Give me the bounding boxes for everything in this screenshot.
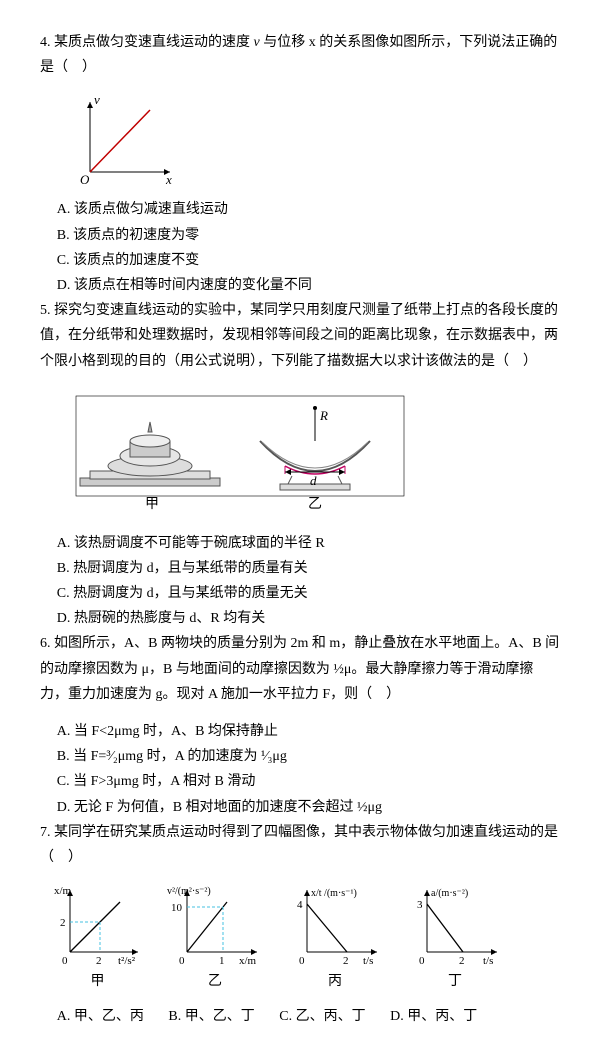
q7-label-3: 丁 [405, 969, 505, 994]
q7-y2: x/t /(m·s⁻¹) [311, 888, 357, 899]
q7-o0: 0 [62, 955, 68, 967]
question-7: 7. 某同学在研究某质点运动时得到了四幅图像，其中表示物体做匀加速直线运动的是（… [40, 820, 560, 870]
question-5: 5. 探究匀变速直线运动的实验中，某同学只用刻度尺测量了纸带上打点的各段长度的值… [40, 298, 560, 374]
q7-y0: x/m [54, 885, 72, 897]
q7-x2: t/s [363, 955, 373, 967]
q5-chart: 甲 d R 乙 [70, 386, 410, 521]
q5-figure: 甲 d R 乙 [70, 386, 560, 521]
q4-opt-b: B. 该质点的初速度为零 [57, 223, 560, 248]
q4-chart: v x O [70, 92, 180, 187]
q7-label-1: 乙 [165, 969, 265, 994]
q7-opt-a: A. 甲、乙、丙 [57, 1004, 144, 1029]
q6-opt-c: C. 当 F>3μmg 时，A 相对 B 滑动 [57, 769, 560, 794]
q5-options: A. 该热厨调度不可能等于碗底球面的半径 R B. 热厨调度为 d，且与某纸带的… [57, 531, 560, 632]
q7-figures: x/m 2 2 t²/s² 0 甲 v²/(m²·s⁻²) 10 1 x/m 0… [50, 882, 560, 994]
q4-figure: v x O [70, 92, 560, 187]
q4-xlabel: x [165, 172, 172, 187]
q7-fig-bing: x/t /(m·s⁻¹) 4 2 t/s 0 丙 [285, 882, 385, 994]
question-6: 6. 如图所示，A、B 两物块的质量分别为 2m 和 m，静止叠放在水平地面上。… [40, 631, 560, 707]
q4-opt-a: A. 该质点做匀减速直线运动 [57, 197, 560, 222]
q7-fig-jia: x/m 2 2 t²/s² 0 甲 [50, 882, 145, 994]
q7-yt2: 4 [297, 899, 303, 911]
q6-opt-d: D. 无论 F 为何值，B 相对地面的加速度不会超过 ½μg [57, 795, 560, 820]
q7-xt0: 2 [96, 955, 102, 967]
q6-opt-a: A. 当 F<2μmg 时，A、B 均保持静止 [57, 719, 560, 744]
q7-xt2: 2 [343, 955, 349, 967]
q5-label-right: 乙 [308, 496, 322, 512]
q7-yt0: 2 [60, 917, 66, 929]
q4-options: A. 该质点做匀减速直线运动 B. 该质点的初速度为零 C. 该质点的加速度不变… [57, 197, 560, 298]
q5-stem: 5. 探究匀变速直线运动的实验中，某同学只用刻度尺测量了纸带上打点的各段长度的值… [40, 303, 558, 368]
q5-R-label: R [319, 408, 328, 423]
q7-fig-yi: v²/(m²·s⁻²) 10 1 x/m 0 乙 [165, 882, 265, 994]
q5-opt-a: A. 该热厨调度不可能等于碗底球面的半径 R [57, 531, 560, 556]
q4-opt-c: C. 该质点的加速度不变 [57, 248, 560, 273]
q7-label-0: 甲 [50, 969, 145, 994]
q7-yt3: 3 [417, 899, 423, 911]
question-4: 4. 某质点做匀变速直线运动的速度 v 与位移 x 的关系图像如图所示，下列说法… [40, 30, 560, 80]
q7-xt1: 1 [219, 955, 225, 967]
q7-xt3: 2 [459, 955, 465, 967]
q7-x0: t²/s² [118, 955, 136, 967]
q7-stem: 7. 某同学在研究某质点运动时得到了四幅图像，其中表示物体做匀加速直线运动的是（… [40, 825, 558, 865]
q7-o1: 0 [179, 955, 185, 967]
q7-x3: t/s [483, 955, 493, 967]
q5-opt-b: B. 热厨调度为 d，且与某纸带的质量有关 [57, 556, 560, 581]
q4-ylabel: v [94, 92, 100, 107]
q7-opt-c: C. 乙、丙、丁 [279, 1004, 365, 1029]
q6-frac: ½μ [333, 662, 351, 677]
q7-options: A. 甲、乙、丙 B. 甲、乙、丁 C. 乙、丙、丁 D. 甲、丙、丁 [57, 1004, 560, 1029]
q6-opt-b: B. 当 F=³⁄₂μmg 时，A 的加速度为 ¹⁄₃μg [57, 744, 560, 769]
q4-origin: O [80, 172, 90, 187]
q7-yt1: 10 [171, 902, 183, 914]
q5-opt-c: C. 热厨调度为 d，且与某纸带的质量无关 [57, 581, 560, 606]
q5-d-label: d [310, 473, 317, 488]
q7-opt-d: D. 甲、丙、丁 [390, 1004, 477, 1029]
q5-opt-d: D. 热厨碗的热膨度与 d、R 均有关 [57, 606, 560, 631]
q7-y3: a/(m·s⁻²) [431, 888, 468, 899]
q7-o3: 0 [419, 955, 425, 967]
q7-opt-b: B. 甲、乙、丁 [168, 1004, 254, 1029]
q4-stem-pre: 4. 某质点做匀变速直线运动的速度 [40, 35, 254, 50]
q7-label-2: 丙 [285, 969, 385, 994]
q4-opt-d: D. 该质点在相等时间内速度的变化量不同 [57, 273, 560, 298]
q7-x1: x/m [239, 955, 257, 967]
q6-options: A. 当 F<2μmg 时，A、B 均保持静止 B. 当 F=³⁄₂μmg 时，… [57, 719, 560, 820]
q7-fig-ding: a/(m·s⁻²) 3 2 t/s 0 丁 [405, 882, 505, 994]
q7-o2: 0 [299, 955, 305, 967]
q5-label-left: 甲 [145, 497, 159, 512]
q7-y1: v²/(m²·s⁻²) [167, 886, 211, 897]
